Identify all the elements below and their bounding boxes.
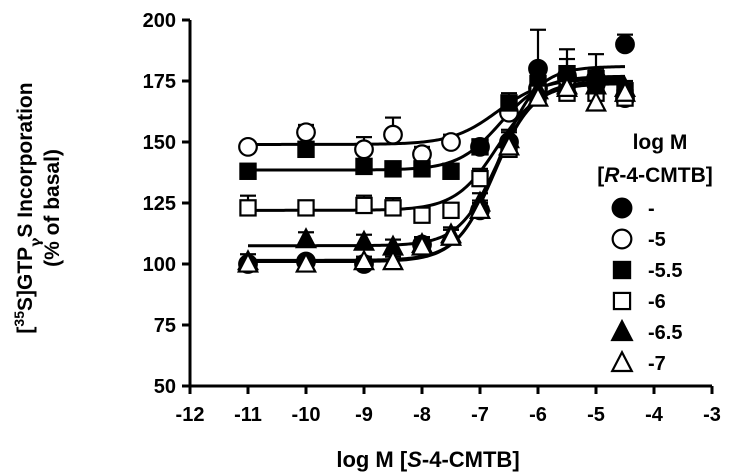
data-point-series-3 <box>413 206 431 224</box>
data-point-series-3 <box>442 201 460 220</box>
data-point-series-3 <box>355 196 373 215</box>
legend-title-line1: log M <box>633 131 688 154</box>
data-point-series-2 <box>239 162 257 180</box>
data-point-series-1 <box>441 132 461 152</box>
data-point-series-5 <box>497 134 521 156</box>
data-point-series-3 <box>471 169 489 188</box>
legend-label-1: -5 <box>648 229 666 251</box>
data-point-series-5 <box>439 224 463 246</box>
legend-label-2: -5.5 <box>648 260 682 282</box>
y-tick-label: 100 <box>143 254 176 276</box>
x-tick-label: -4 <box>645 404 664 426</box>
data-point-series-5 <box>236 251 260 273</box>
legend-marker-1 <box>611 228 633 250</box>
data-point-series-5 <box>352 249 376 271</box>
data-point-series-1 <box>238 136 258 157</box>
y-tick-label: 200 <box>143 10 176 32</box>
y-axis-label: [35S]GTPγS Incorporation (% of basal) <box>11 82 64 333</box>
x-tick-label: -5 <box>587 404 605 426</box>
data-point-series-2 <box>355 157 373 176</box>
y-tick-label: 50 <box>154 376 176 398</box>
data-point-series-1 <box>296 122 316 143</box>
legend-label-3: -6 <box>648 291 666 313</box>
data-point-series-3 <box>384 199 402 217</box>
legend-label-5: -7 <box>648 353 666 375</box>
y-tick-labels: 50 75 100 125 150 175 200 <box>143 10 176 398</box>
legend: log M [R-4-CMTB] - -5 -5.5 -6 -6.5 -7 <box>597 131 712 375</box>
data-point-series-0 <box>615 34 635 55</box>
legend-marker-2 <box>612 260 632 280</box>
x-tick-label: -7 <box>471 404 489 426</box>
data-point-series-5 <box>526 85 550 107</box>
x-tick-label: -10 <box>292 404 321 426</box>
y-tick-label: 150 <box>143 132 176 154</box>
y-axis-label-line2: (% of basal) <box>41 149 64 267</box>
legend-marker-5 <box>610 349 634 373</box>
legend-marker-0 <box>611 197 633 219</box>
x-tick-label: -6 <box>529 404 547 426</box>
data-point-series-4 <box>294 227 318 249</box>
x-tick-label: -9 <box>355 404 373 426</box>
data-point-series-5 <box>555 75 579 97</box>
y-axis-label-line1: [35S]GTPγS Incorporation <box>11 82 44 333</box>
data-point-series-3 <box>297 199 315 217</box>
y-tick-label: 125 <box>143 193 176 215</box>
data-point-series-5 <box>410 234 434 256</box>
data-point-series-2 <box>413 160 431 178</box>
data-point-series-2 <box>384 160 402 178</box>
data-point-series-2 <box>500 94 518 112</box>
legend-label-0: - <box>648 198 655 220</box>
x-tick-labels: -12 -11 -10 -9 -8 -7 -6 -5 -4 -3 <box>176 404 721 426</box>
data-point-series-5 <box>294 251 318 273</box>
data-point-series-5 <box>381 249 405 271</box>
legend-marker-4 <box>610 318 634 342</box>
x-axis-label: log M [S-4-CMTB] <box>336 447 519 472</box>
data-point-series-2 <box>442 162 460 180</box>
legend-label-4: -6.5 <box>648 322 682 344</box>
y-tick-label: 75 <box>154 315 176 337</box>
x-tick-label: -12 <box>176 404 205 426</box>
y-tick-label: 175 <box>143 71 176 93</box>
x-tick-label: -8 <box>413 404 431 426</box>
data-point-series-2 <box>471 138 489 156</box>
data-point-series-2 <box>297 140 315 159</box>
data-point-series-3 <box>239 199 257 217</box>
x-tick-label: -3 <box>703 404 721 426</box>
data-point-series-5 <box>584 90 608 112</box>
fit-curve-series-4 <box>248 79 626 248</box>
axes <box>182 18 714 394</box>
data-points <box>236 34 637 274</box>
data-point-series-5 <box>613 80 637 102</box>
data-point-series-1 <box>383 124 403 145</box>
legend-title-line2: [R-4-CMTB] <box>597 164 712 187</box>
x-tick-label: -11 <box>234 404 262 426</box>
data-point-series-1 <box>354 139 374 160</box>
data-point-series-5 <box>468 197 492 219</box>
legend-marker-3 <box>612 291 632 311</box>
